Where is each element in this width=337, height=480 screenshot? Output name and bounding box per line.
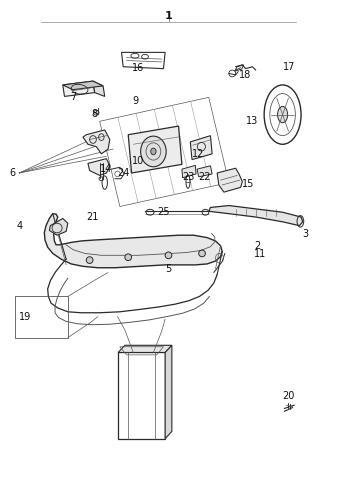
Polygon shape xyxy=(209,205,303,226)
Polygon shape xyxy=(63,81,95,96)
Ellipse shape xyxy=(165,252,172,259)
Text: 18: 18 xyxy=(239,70,251,80)
Polygon shape xyxy=(190,136,212,159)
Text: 11: 11 xyxy=(254,249,266,259)
Ellipse shape xyxy=(125,254,131,261)
Text: 2: 2 xyxy=(254,241,260,251)
Polygon shape xyxy=(88,158,110,175)
Text: 20: 20 xyxy=(282,391,294,400)
Text: 13: 13 xyxy=(246,116,258,126)
Text: 12: 12 xyxy=(192,149,204,159)
Ellipse shape xyxy=(86,257,93,264)
Ellipse shape xyxy=(151,148,156,155)
Polygon shape xyxy=(128,126,182,173)
Text: 19: 19 xyxy=(19,312,31,322)
Text: 9: 9 xyxy=(132,96,138,106)
Polygon shape xyxy=(197,166,212,177)
Polygon shape xyxy=(165,345,172,439)
Polygon shape xyxy=(217,168,242,192)
Text: 1: 1 xyxy=(165,11,172,21)
Polygon shape xyxy=(44,214,222,268)
Text: 4: 4 xyxy=(17,221,23,231)
Text: 25: 25 xyxy=(157,207,169,217)
Text: 16: 16 xyxy=(131,63,144,72)
Text: 7: 7 xyxy=(70,92,76,102)
Text: 21: 21 xyxy=(86,212,99,222)
Text: 6: 6 xyxy=(9,168,15,178)
Polygon shape xyxy=(63,81,103,90)
Text: 23: 23 xyxy=(183,172,195,182)
Text: 17: 17 xyxy=(283,62,295,72)
Polygon shape xyxy=(93,81,105,96)
Ellipse shape xyxy=(141,136,166,167)
Text: 3: 3 xyxy=(303,229,309,239)
Ellipse shape xyxy=(199,250,206,257)
Polygon shape xyxy=(182,165,196,178)
Text: 8: 8 xyxy=(91,108,97,119)
Ellipse shape xyxy=(278,107,288,123)
Text: 5: 5 xyxy=(165,264,172,274)
Text: 15: 15 xyxy=(242,179,255,189)
Text: 14: 14 xyxy=(100,164,112,174)
Polygon shape xyxy=(83,130,110,154)
Text: 10: 10 xyxy=(131,156,144,166)
Text: 22: 22 xyxy=(199,172,211,182)
Polygon shape xyxy=(49,218,68,235)
Polygon shape xyxy=(118,345,172,352)
Text: 24: 24 xyxy=(118,168,130,178)
